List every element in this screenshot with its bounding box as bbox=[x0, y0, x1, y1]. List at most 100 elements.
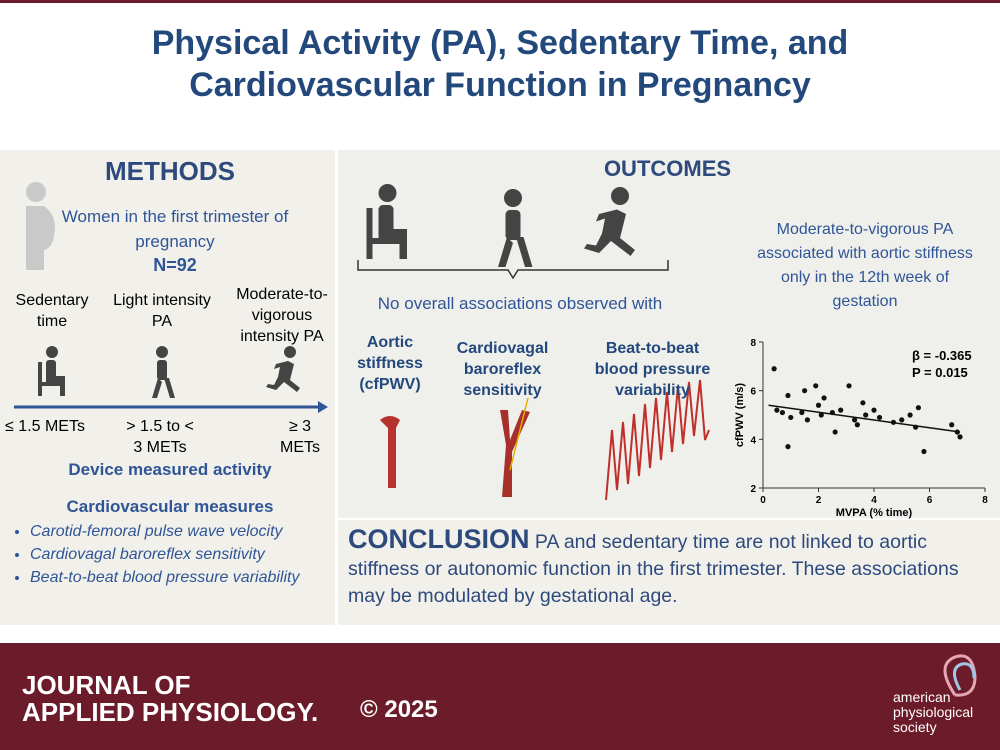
society-line: american bbox=[893, 689, 951, 705]
point bbox=[788, 414, 794, 421]
point bbox=[851, 417, 858, 423]
cv-measure: Beat-to-beat blood pressure variability bbox=[30, 566, 330, 589]
conclusion: CONCLUSION PA and sedentary time are not… bbox=[348, 526, 988, 610]
point bbox=[802, 388, 808, 394]
point bbox=[921, 448, 927, 455]
point bbox=[838, 407, 844, 413]
mets-label: > 1.5 to < 3 METs bbox=[126, 418, 194, 456]
y-tick-label: 4 bbox=[750, 435, 756, 446]
point bbox=[785, 392, 791, 399]
society-logo bbox=[943, 654, 977, 697]
point bbox=[871, 407, 877, 413]
running-icon-large bbox=[584, 187, 635, 256]
measure: Beat-to-beat blood pressure variability bbox=[594, 340, 711, 399]
point bbox=[876, 414, 883, 421]
intensity-label: Sedentary time bbox=[15, 292, 89, 330]
point bbox=[779, 409, 786, 416]
outcomes-heading: OUTCOMES bbox=[603, 156, 732, 181]
outcomes-panel bbox=[338, 150, 1000, 518]
running-icon bbox=[266, 346, 300, 392]
cv-list: Carotid-femoral pulse wave velocity Card… bbox=[0, 520, 330, 589]
top-rule bbox=[0, 0, 1000, 3]
point bbox=[821, 395, 827, 401]
conclusion-panel bbox=[338, 520, 1000, 625]
no-association: No overall associations observed with bbox=[377, 294, 663, 313]
device-label: Device measured activity bbox=[68, 460, 272, 479]
point bbox=[907, 412, 913, 418]
walking-icon-large bbox=[498, 189, 533, 267]
copyright: © 2025 bbox=[360, 696, 438, 723]
annotation: P = 0.015 bbox=[912, 365, 968, 380]
aorta-icon bbox=[380, 416, 400, 488]
measure: Cardiovagal baroreflex sensitivity bbox=[456, 340, 549, 399]
y-tick-label: 2 bbox=[750, 484, 756, 495]
sample-size: N=92 bbox=[153, 255, 197, 275]
x-tick-label: 6 bbox=[927, 495, 933, 506]
society-line: physiological bbox=[893, 704, 974, 720]
methods-heading: METHODS bbox=[105, 156, 235, 186]
point bbox=[815, 402, 822, 408]
society-line: society bbox=[893, 719, 937, 735]
point bbox=[860, 400, 866, 406]
point bbox=[949, 422, 955, 428]
intensity-label: Moderate-to-vigorous intensity PA bbox=[236, 286, 328, 345]
intensity-label: Light intensity PA bbox=[113, 292, 211, 330]
pregnant-icon bbox=[26, 182, 55, 270]
journal-line: JOURNAL OF bbox=[22, 670, 191, 700]
bp-waveform bbox=[605, 379, 710, 501]
point bbox=[771, 366, 777, 372]
footer-band bbox=[0, 643, 1000, 750]
journal: JOURNAL OF APPLIED PHYSIOLOGY. bbox=[22, 672, 318, 726]
arrow-head bbox=[318, 401, 328, 413]
mets-label: ≥ 3 METs bbox=[280, 418, 320, 456]
point bbox=[774, 407, 780, 413]
point bbox=[915, 405, 922, 411]
title: Physical Activity (PA), Sedentary Time, … bbox=[151, 24, 849, 104]
point bbox=[818, 412, 824, 418]
y-tick-label: 8 bbox=[750, 338, 756, 349]
point bbox=[785, 444, 791, 450]
conclusion-label: CONCLUSION bbox=[348, 524, 530, 554]
society: american physiological society bbox=[893, 690, 973, 735]
point bbox=[846, 383, 852, 389]
point bbox=[954, 429, 960, 435]
conclusion-text: PA and sedentary time are not linked to … bbox=[348, 531, 959, 607]
x-axis-label: MVPA (% time) bbox=[836, 507, 913, 519]
y-tick-label: 6 bbox=[750, 387, 756, 398]
brace bbox=[357, 260, 669, 280]
x-tick-label: 4 bbox=[871, 495, 877, 506]
point bbox=[863, 412, 869, 418]
point bbox=[957, 434, 963, 440]
measure: Aortic stiffness (cfPWV) bbox=[357, 334, 423, 393]
x-tick-label: 2 bbox=[816, 495, 822, 506]
annotation: β = -0.365 bbox=[912, 348, 972, 363]
fit-line bbox=[768, 404, 961, 433]
cv-heading: Cardiovascular measures bbox=[66, 497, 274, 516]
cv-measure: Carotid-femoral pulse wave velocity bbox=[30, 520, 330, 543]
point bbox=[913, 424, 919, 430]
y-axis-label: cfPWV (m/s) bbox=[734, 383, 746, 448]
x-tick-label: 8 bbox=[982, 495, 988, 506]
x-tick-label: 0 bbox=[760, 495, 766, 506]
point bbox=[854, 422, 860, 428]
point bbox=[899, 417, 905, 423]
walking-icon bbox=[152, 346, 175, 398]
point bbox=[804, 417, 811, 423]
mets-label: ≤ 1.5 METs bbox=[5, 418, 85, 435]
population: Women in the first trimester of pregnanc… bbox=[61, 207, 289, 251]
cv-measure: Cardiovagal baroreflex sensitivity bbox=[30, 543, 330, 566]
point bbox=[890, 419, 897, 425]
finding: Moderate-to-vigorous PA associated with … bbox=[757, 221, 973, 310]
carotid-icon bbox=[500, 410, 530, 497]
sitting-icon bbox=[38, 346, 65, 396]
sitting-icon-large bbox=[366, 184, 407, 259]
point bbox=[799, 409, 805, 416]
point bbox=[829, 409, 835, 416]
nerve bbox=[509, 397, 529, 471]
journal-line: APPLIED PHYSIOLOGY. bbox=[22, 697, 319, 727]
point bbox=[832, 429, 838, 435]
point bbox=[813, 383, 819, 389]
